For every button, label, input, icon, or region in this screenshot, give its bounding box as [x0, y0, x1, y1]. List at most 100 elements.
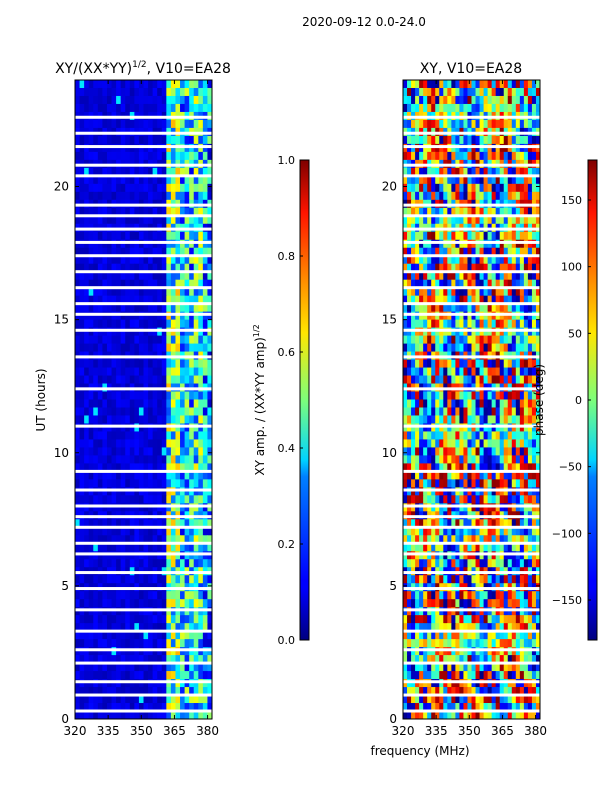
heatmap-cell	[411, 119, 416, 129]
heatmap-cell	[111, 647, 117, 656]
heatmap-cell	[451, 95, 456, 105]
heatmap-cell	[134, 551, 140, 560]
heatmap-cell	[495, 80, 501, 89]
heatmap-cell	[116, 167, 122, 177]
heatmap-cell	[166, 471, 172, 480]
heatmap-cell	[439, 543, 444, 552]
heatmap-cell	[431, 303, 436, 313]
heatmap-cell	[531, 471, 537, 480]
heatmap-cell	[102, 207, 108, 217]
heatmap-cell	[515, 495, 521, 504]
heatmap-cell	[531, 135, 537, 145]
heatmap-cell	[88, 87, 94, 97]
heatmap-cell	[523, 279, 529, 289]
heatmap-cell	[84, 551, 90, 560]
heatmap-cell	[184, 439, 190, 449]
heatmap-cell	[479, 503, 485, 512]
heatmap-cell	[519, 279, 525, 289]
heatmap-cell	[443, 327, 448, 337]
heatmap-cell	[202, 407, 209, 417]
heatmap-cell	[535, 191, 540, 201]
heatmap-cell	[483, 639, 489, 648]
heatmap-cell	[487, 167, 493, 177]
heatmap-cell	[439, 207, 444, 217]
heatmap-cell	[459, 263, 465, 273]
heatmap-cell	[447, 343, 452, 353]
heatmap-cell	[459, 607, 465, 616]
heatmap-cell	[93, 167, 99, 177]
heatmap-cell	[102, 591, 108, 600]
heatmap-cell	[499, 191, 505, 201]
heatmap-cell	[515, 559, 521, 568]
heatmap-cell	[499, 399, 505, 409]
heatmap-cell	[431, 335, 436, 345]
flagged-row	[75, 312, 212, 316]
heatmap-cell	[161, 479, 167, 488]
heatmap-cell	[102, 167, 108, 177]
heatmap-cell	[423, 479, 428, 488]
heatmap-cell	[193, 327, 199, 337]
heatmap-cell	[451, 191, 456, 201]
heatmap-cell	[471, 431, 477, 441]
heatmap-cell	[495, 615, 501, 624]
heatmap-cell	[102, 599, 108, 608]
heatmap-cell	[93, 135, 99, 145]
heatmap-cell	[134, 527, 140, 536]
heatmap-cell	[148, 471, 154, 480]
heatmap-cell	[170, 80, 177, 89]
heatmap-cell	[175, 447, 181, 457]
heatmap-cell	[447, 271, 452, 281]
heatmap-cell	[202, 319, 209, 329]
heatmap-cell	[75, 503, 81, 512]
heatmap-cell	[166, 455, 172, 464]
heatmap-cell	[495, 247, 501, 257]
heatmap-cell	[491, 367, 497, 377]
heatmap-cell	[455, 663, 461, 672]
heatmap-cell	[129, 367, 135, 377]
heatmap-cell	[495, 495, 501, 504]
heatmap-cell	[166, 311, 172, 321]
heatmap-cell	[411, 287, 416, 297]
heatmap-cell	[193, 487, 199, 496]
heatmap-cell	[143, 359, 149, 369]
heatmap-cell	[415, 663, 420, 672]
heatmap-cell	[519, 471, 525, 480]
heatmap-cell	[447, 463, 452, 472]
heatmap-cell	[180, 631, 186, 640]
heatmap-cell	[148, 687, 154, 696]
heatmap-cell	[503, 407, 509, 417]
heatmap-cell	[419, 175, 424, 185]
heatmap-cell	[515, 343, 521, 353]
heatmap-cell	[483, 95, 489, 105]
heatmap-cell	[88, 95, 94, 105]
heatmap-cell	[97, 167, 103, 177]
heatmap-cell	[423, 391, 428, 401]
heatmap-cell	[439, 175, 444, 185]
heatmap-cell	[143, 279, 149, 289]
heatmap-cell	[527, 599, 533, 608]
heatmap-cell	[111, 151, 117, 161]
heatmap-cell	[487, 415, 493, 425]
heatmap-cell	[189, 319, 195, 329]
heatmap-cell	[455, 479, 461, 488]
heatmap-cell	[507, 575, 513, 584]
heatmap-cell	[189, 87, 195, 97]
heatmap-cell	[207, 527, 212, 536]
heatmap-cell	[161, 359, 167, 369]
heatmap-cell	[175, 535, 181, 544]
heatmap-cell	[129, 311, 135, 321]
heatmap-cell	[184, 503, 190, 512]
heatmap-cell	[439, 455, 444, 464]
heatmap-cell	[503, 319, 509, 329]
heatmap-cell	[138, 303, 145, 313]
heatmap-cell	[138, 423, 145, 433]
heatmap-cell	[116, 295, 122, 305]
heatmap-cell	[79, 231, 85, 241]
heatmap-cell	[511, 263, 517, 273]
heatmap-cell	[111, 95, 117, 105]
heatmap-cell	[102, 431, 108, 441]
heatmap-cell	[120, 87, 126, 97]
heatmap-cell	[495, 503, 501, 512]
heatmap-cell	[411, 231, 416, 241]
heatmap-cell	[439, 527, 444, 536]
